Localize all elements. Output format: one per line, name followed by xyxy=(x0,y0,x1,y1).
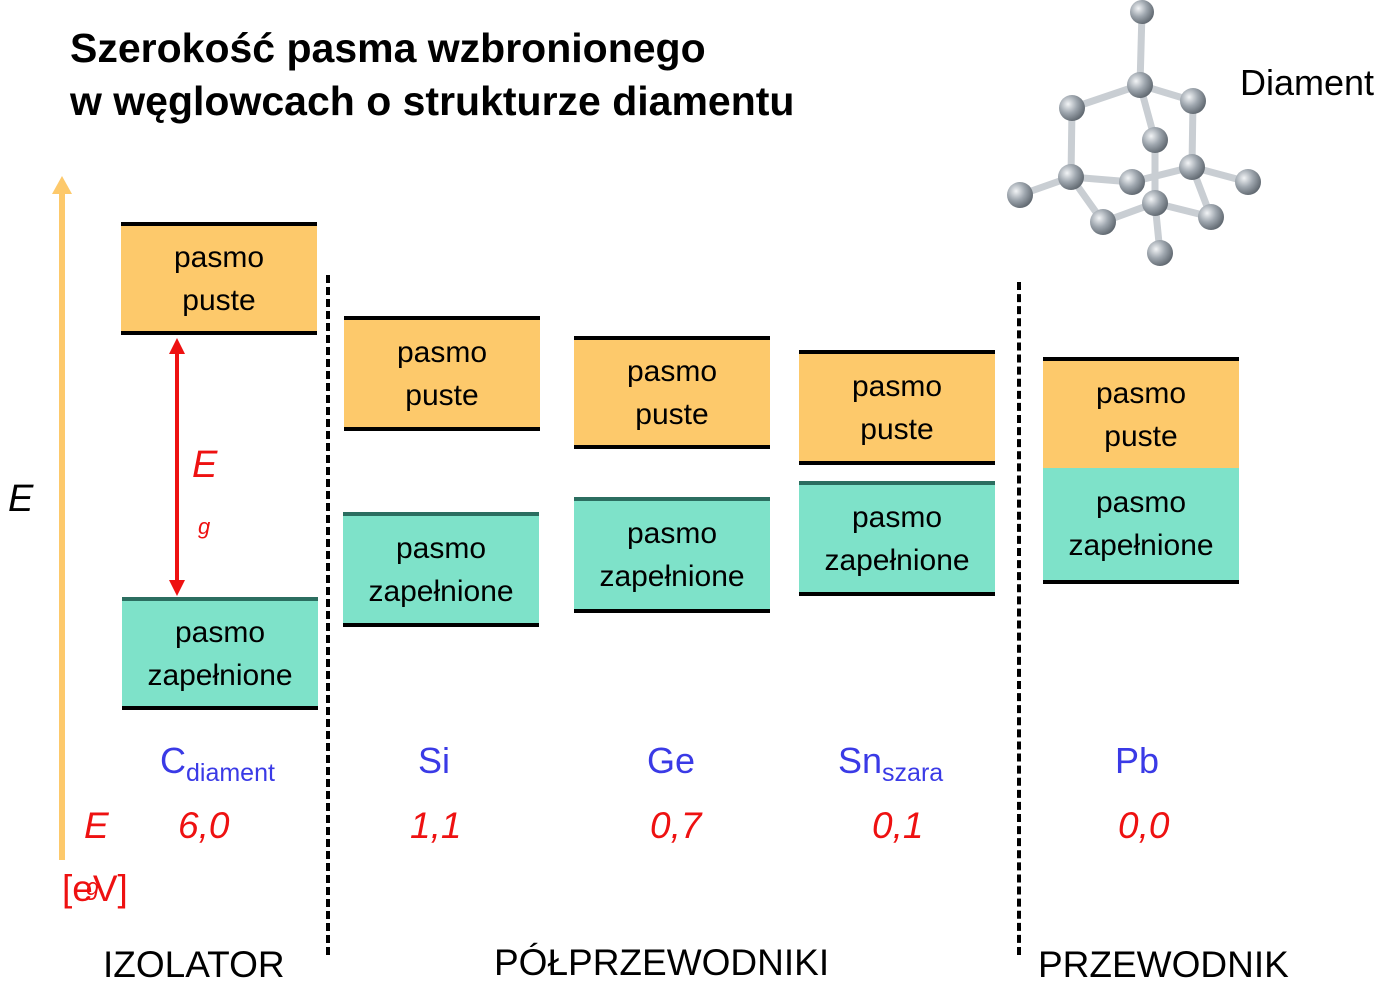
band-label: puste xyxy=(860,412,934,446)
page-title: Szerokość pasma wzbronionego w węglowcac… xyxy=(70,22,794,128)
category-semiconductors: PÓŁPRZEWODNIKI xyxy=(494,942,830,983)
diamond-label: Diament xyxy=(1240,62,1375,103)
element-si: Si xyxy=(418,740,450,782)
band-label: pasmo xyxy=(626,517,718,550)
band-label: puste xyxy=(635,397,709,431)
band-gap-arrow xyxy=(169,338,185,596)
band-gap-symbol: E xyxy=(192,444,218,486)
band-label: pasmo xyxy=(626,354,718,388)
band-label: zapełnione xyxy=(824,543,970,577)
gap-value-si: 1,1 xyxy=(410,805,462,846)
band-label: puste xyxy=(182,283,256,317)
band-label: pasmo xyxy=(173,240,265,274)
band-empty-c: pasmo puste xyxy=(121,222,317,335)
band-empty-sn: pasmo puste xyxy=(799,350,995,465)
element-symbol: C xyxy=(160,740,186,781)
band-filled-ge: pasmo zapełnione xyxy=(574,497,770,613)
band-filled-c: pasmo zapełnione xyxy=(122,597,318,710)
band-label: puste xyxy=(1104,419,1178,453)
element-subscript: diament xyxy=(186,759,275,787)
element-subscript: szara xyxy=(882,759,944,787)
band-empty-pb: pasmo puste xyxy=(1043,357,1239,468)
diamond-structure-illustration xyxy=(1007,0,1261,266)
band-gap-subscript: g xyxy=(198,514,211,539)
gap-value-pb: 0,0 xyxy=(1118,805,1170,846)
band-label: pasmo xyxy=(851,369,943,403)
axis-label: E xyxy=(8,478,34,520)
element-sn: Snszara xyxy=(838,740,943,788)
band-filled-si: pasmo zapełnione xyxy=(343,512,539,627)
band-label: puste xyxy=(405,378,479,412)
gap-value-sn: 0,1 xyxy=(872,805,924,846)
category-conductor: PRZEWODNIK xyxy=(1038,944,1289,985)
title-line-1: Szerokość pasma wzbronionego xyxy=(70,25,706,71)
band-label: zapełnione xyxy=(1068,529,1214,562)
title-line-2: w węglowcach o strukturze diamentu xyxy=(70,78,795,124)
gap-value-c: 6,0 xyxy=(178,805,230,846)
energy-unit: [eV] xyxy=(62,868,128,909)
element-symbol: Ge xyxy=(647,740,696,781)
gap-value-ge: 0,7 xyxy=(650,805,702,846)
band-filled-sn: pasmo zapełnione xyxy=(799,481,995,596)
element-c: Cdiament xyxy=(160,740,275,788)
band-label: pasmo xyxy=(851,500,943,534)
element-ge: Ge xyxy=(647,740,695,782)
band-label: zapełnione xyxy=(147,658,293,692)
band-label: pasmo xyxy=(1095,486,1187,519)
category-insulator: IZOLATOR xyxy=(103,944,285,985)
band-filled-pb: pasmo zapełnione xyxy=(1043,468,1239,584)
element-symbol: Sn xyxy=(838,740,883,781)
element-symbol: Pb xyxy=(1115,740,1160,781)
band-label: pasmo xyxy=(396,335,488,369)
band-empty-ge: pasmo puste xyxy=(574,336,770,449)
energy-unit-overlap: g xyxy=(86,874,100,901)
band-label: pasmo xyxy=(174,615,266,649)
band-empty-si: pasmo puste xyxy=(344,316,540,431)
element-pb: Pb xyxy=(1115,740,1159,782)
band-label: pasmo xyxy=(1095,376,1187,410)
separator-insulator xyxy=(326,275,330,955)
separator-conductor xyxy=(1017,282,1021,955)
energy-axis-arrow xyxy=(52,176,72,860)
band-label: zapełnione xyxy=(368,574,514,608)
band-label: pasmo xyxy=(395,531,487,565)
band-label: zapełnione xyxy=(599,560,745,593)
element-symbol: Si xyxy=(418,740,451,781)
energy-symbol: E xyxy=(84,805,109,846)
